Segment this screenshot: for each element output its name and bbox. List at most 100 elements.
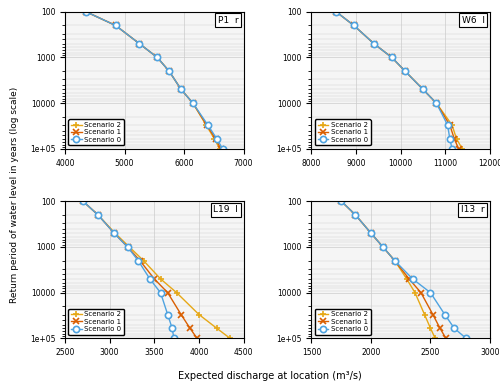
Scenario 0 [136,41,142,46]
Scenario 0 [449,147,455,151]
Legend: Scenario 2, Scenario 1, Scenario 0: Scenario 2, Scenario 1, Scenario 0 [68,308,124,335]
Scenario 1 [402,69,408,74]
Scenario 0 [147,277,153,281]
Scenario 0 [166,69,172,74]
Scenario 2 [178,87,184,92]
Scenario 0 [434,101,440,105]
Scenario 0 [452,326,458,331]
Scenario 1 [392,258,398,263]
Scenario 1 [443,336,449,341]
Scenario 1 [152,277,158,281]
Scenario 0 [158,290,164,295]
Scenario 2 [203,123,209,127]
Scenario 2 [83,9,89,14]
Scenario 1 [164,290,170,295]
Scenario 1 [137,258,143,263]
Scenario 0 [442,312,448,317]
Scenario 2 [126,245,132,249]
Line: Scenario 1: Scenario 1 [338,198,449,342]
Scenario 1 [204,123,210,127]
Scenario 2 [368,231,374,235]
Scenario 2 [214,326,220,331]
Scenario 1 [218,147,224,151]
Scenario 0 [111,231,117,235]
Scenario 0 [171,336,177,341]
Scenario 1 [178,312,184,317]
Scenario 0 [83,9,89,14]
Scenario 2 [174,290,180,295]
Scenario 1 [368,231,374,235]
Scenario 0 [95,212,101,217]
Scenario 2 [351,23,357,28]
Text: I13  r: I13 r [461,205,484,214]
Scenario 2 [352,212,358,217]
Legend: Scenario 2, Scenario 1, Scenario 0: Scenario 2, Scenario 1, Scenario 0 [315,119,371,145]
Scenario 2 [95,212,101,217]
Scenario 2 [158,277,164,281]
Scenario 0 [190,101,196,105]
Scenario 0 [351,23,357,28]
Scenario 2 [140,258,146,263]
Scenario 0 [444,123,450,127]
Line: Scenario 1: Scenario 1 [80,198,200,342]
Text: P1  r: P1 r [218,16,238,25]
Scenario 2 [227,336,233,341]
Text: W6  l: W6 l [462,16,484,25]
Scenario 2 [80,199,86,203]
Line: Scenario 2: Scenario 2 [338,198,438,342]
Scenario 2 [154,55,160,60]
Scenario 0 [380,245,386,249]
Scenario 2 [404,277,409,281]
Scenario 1 [83,9,89,14]
Scenario 1 [124,245,130,249]
Scenario 0 [154,55,160,60]
Scenario 1 [80,199,86,203]
Scenario 1 [178,87,184,92]
Line: Scenario 2: Scenario 2 [333,9,466,152]
Scenario 1 [447,123,453,127]
Scenario 0 [205,123,211,127]
Text: L19  l: L19 l [214,205,238,214]
Scenario 1 [420,87,426,92]
Scenario 2 [432,336,438,341]
Scenario 0 [392,258,398,263]
Text: Expected discharge at location (m³/s): Expected discharge at location (m³/s) [178,371,362,381]
Scenario 1 [190,101,196,105]
Scenario 0 [352,212,358,217]
Scenario 2 [412,290,418,295]
Scenario 1 [212,137,218,141]
Scenario 2 [112,231,118,235]
Scenario 2 [420,87,426,92]
Scenario 2 [434,101,440,105]
Scenario 0 [333,9,339,14]
Scenario 2 [196,312,202,317]
Scenario 2 [389,55,395,60]
Scenario 0 [124,245,130,249]
Scenario 2 [460,147,466,151]
Scenario 2 [190,101,196,105]
Scenario 2 [338,199,344,203]
Scenario 1 [136,41,142,46]
Line: Scenario 1: Scenario 1 [82,9,224,152]
Scenario 0 [112,23,118,28]
Scenario 1 [351,23,357,28]
Line: Scenario 1: Scenario 1 [333,9,462,152]
Scenario 2 [392,258,398,263]
Scenario 1 [437,326,443,331]
Scenario 2 [217,147,223,151]
Scenario 0 [402,69,408,74]
Scenario 0 [368,231,374,235]
Legend: Scenario 2, Scenario 1, Scenario 0: Scenario 2, Scenario 1, Scenario 0 [315,308,371,335]
Scenario 2 [333,9,339,14]
Text: Return period of water level in years (log scale): Return period of water level in years (l… [10,86,19,303]
Scenario 0 [410,277,416,281]
Scenario 0 [135,258,141,263]
Scenario 2 [212,137,218,141]
Line: Scenario 0: Scenario 0 [82,9,226,152]
Scenario 0 [428,290,434,295]
Scenario 1 [430,312,436,317]
Line: Scenario 0: Scenario 0 [80,198,177,342]
Scenario 0 [338,199,344,203]
Scenario 1 [456,147,462,151]
Scenario 2 [136,41,142,46]
